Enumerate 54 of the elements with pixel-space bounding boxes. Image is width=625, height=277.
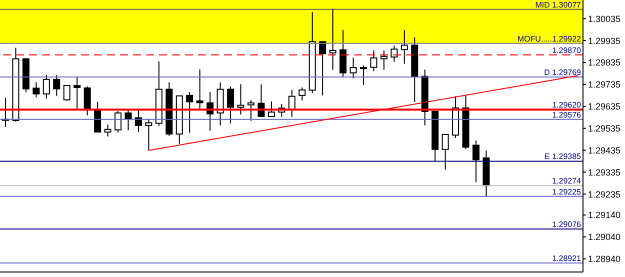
ref-line-label: MID 1.30077 [535,0,582,10]
y-tick-label: 1.29635 [588,102,621,112]
candlestick [390,45,398,62]
candlestick [380,50,388,70]
ref-line-label: 1.29620 [552,100,582,110]
y-tick-label: 1.29040 [588,232,621,242]
candlestick [268,100,275,117]
ref-line-label: 1.29225 [552,187,582,196]
y-tick-label: 1.29535 [588,124,621,134]
y-tick-label: 1.29335 [588,167,621,178]
candlestick [329,8,336,70]
ref-line-label: E 1.29385 [544,152,582,162]
y-tick-label: 1.29735 [588,80,621,90]
candlestick [94,102,102,133]
candlestick [288,89,296,118]
candlestick [340,29,347,78]
candlestick [298,87,306,102]
candlestick [124,109,132,131]
candlestick [370,50,378,72]
candlestick [472,140,480,183]
ref-line-label: 1.29870 [552,46,582,55]
candlestick [360,64,367,86]
candlestick [196,68,204,110]
candlestick [42,74,50,100]
ref-line-label: MOFU.....1.29922 [517,34,582,44]
candlestick [32,82,40,98]
candlestick [84,86,91,116]
candlestick [237,84,244,116]
y-tick-label: 1.29235 [588,189,621,200]
y-tick-label: 1.29935 [588,36,621,46]
candlestick [53,74,60,96]
candlestick [104,124,112,137]
candlestick [247,100,254,122]
y-tick-label: 1.30035 [588,14,621,24]
candlestick [186,92,194,134]
ref-line-label: 1.28921 [552,254,582,264]
candlestick [442,134,449,170]
y-tick-label: 1.28940 [588,254,621,264]
candlestick [74,76,81,110]
candlestick [63,85,70,102]
ref-line-label: 1.29576 [552,110,582,120]
candlestick [319,41,326,96]
candlestick [216,82,224,126]
y-tick-label: 1.29140 [588,210,621,220]
y-tick-label: 1.29835 [588,58,621,68]
ref-line-label: 1.29076 [552,220,582,230]
candlestick [400,30,408,64]
y-tick-label: 1.29435 [588,145,621,156]
candlestick [227,86,234,124]
candlestick [350,57,357,79]
ref-line-label: 1.29274 [552,176,582,186]
ref-line-label: D 1.29769 [544,68,582,77]
candlestick [114,110,122,133]
candlestick [145,118,152,151]
